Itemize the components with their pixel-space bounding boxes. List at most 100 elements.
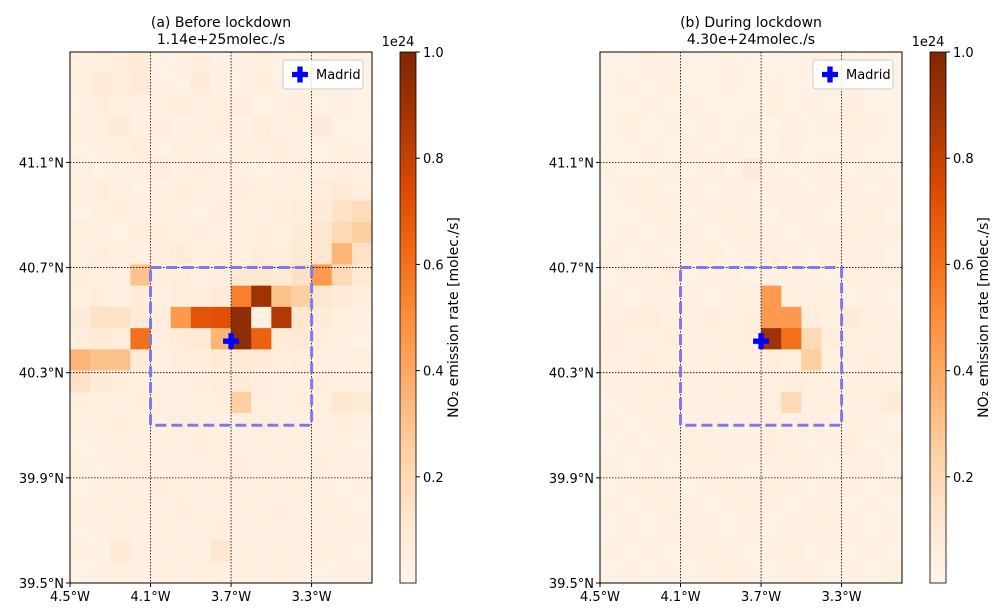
- heatmap-cell: [700, 498, 722, 520]
- heatmap-cell: [70, 264, 91, 286]
- heatmap-cell: [150, 328, 171, 350]
- heatmap-cell: [821, 264, 842, 286]
- heatmap-cell: [640, 73, 661, 95]
- heatmap-cell: [70, 540, 91, 563]
- chart-title: (b) During lockdown: [680, 15, 822, 31]
- heatmap-cell: [70, 158, 91, 180]
- heatmap-cell: [70, 455, 91, 478]
- heatmap-cell: [210, 285, 232, 308]
- heatmap-cell: [801, 179, 822, 201]
- heatmap-cell: [70, 561, 91, 584]
- heatmap-cell: [150, 540, 171, 563]
- heatmap-cell: [700, 179, 722, 201]
- heatmap-cell: [170, 455, 192, 478]
- heatmap-cell: [660, 413, 681, 435]
- heatmap-cell: [881, 264, 903, 286]
- heatmap-cell: [781, 136, 802, 159]
- heatmap-cell: [351, 264, 373, 286]
- heatmap-cell: [231, 306, 252, 329]
- heatmap-cell: [821, 370, 842, 393]
- heatmap-cell: [600, 498, 621, 520]
- heatmap-cell: [170, 349, 192, 371]
- heatmap-cell: [600, 243, 621, 265]
- heatmap-cell: [110, 94, 131, 117]
- heatmap-cell: [781, 264, 802, 286]
- heatmap-cell: [110, 285, 131, 308]
- colorbar-offset: 1e24: [382, 35, 415, 50]
- heatmap-cell: [620, 434, 641, 456]
- heatmap-cell: [291, 391, 312, 414]
- heatmap-cell: [130, 221, 151, 244]
- heatmap-cell: [130, 264, 151, 286]
- heatmap-cell: [881, 498, 903, 520]
- heatmap-cell: [90, 391, 111, 414]
- heatmap-cell: [600, 158, 621, 180]
- heatmap-cell: [351, 115, 373, 138]
- heatmap-cell: [90, 264, 111, 286]
- heatmap-cell: [600, 179, 621, 201]
- heatmap-cell: [841, 158, 863, 180]
- heatmap-cell: [841, 519, 863, 541]
- heatmap-cell: [861, 221, 883, 244]
- heatmap-cell: [291, 519, 312, 541]
- heatmap-cell: [331, 328, 353, 350]
- heatmap-cell: [331, 264, 353, 286]
- heatmap-cell: [700, 540, 722, 563]
- heatmap-cell: [90, 561, 111, 584]
- heatmap-cell: [311, 540, 333, 563]
- heatmap-cell: [70, 370, 91, 393]
- heatmap-cell: [761, 243, 782, 265]
- heatmap-cell: [801, 519, 822, 541]
- heatmap-cell: [720, 115, 742, 138]
- heatmap-cell: [70, 221, 91, 244]
- heatmap-cell: [821, 243, 842, 265]
- heatmap-cell: [761, 306, 782, 329]
- heatmap-cell: [271, 264, 292, 286]
- heatmap-cell: [150, 179, 171, 201]
- heatmap-cell: [190, 434, 212, 456]
- heatmap-cell: [70, 413, 91, 435]
- heatmap-cell: [720, 349, 742, 371]
- heatmap-cell: [170, 200, 192, 223]
- heatmap-cell: [150, 434, 171, 456]
- heatmap-cell: [841, 264, 863, 286]
- heatmap-cell: [271, 540, 292, 563]
- heatmap-cell: [821, 498, 842, 520]
- heatmap-cell: [861, 264, 883, 286]
- heatmap-cell: [861, 349, 883, 371]
- heatmap-cell: [600, 200, 621, 223]
- heatmap-cell: [821, 434, 842, 456]
- heatmap-cell: [640, 115, 661, 138]
- colorbar-tick-label: 0.2: [423, 471, 444, 486]
- heatmap-cell: [271, 349, 292, 371]
- y-tick-label: 40.7°N: [549, 262, 594, 277]
- heatmap-cell: [150, 52, 171, 74]
- heatmap-cell: [311, 243, 333, 265]
- colorbar-offset: 1e24: [912, 35, 945, 50]
- heatmap-cell: [190, 179, 212, 201]
- heatmap-cell: [291, 285, 312, 308]
- heatmap-cell: [861, 94, 883, 117]
- heatmap-cell: [271, 200, 292, 223]
- colorbar-tick-label: 0.4: [953, 365, 974, 380]
- heatmap-cell: [801, 158, 822, 180]
- heatmap-cell: [720, 52, 742, 74]
- heatmap-cell: [190, 306, 212, 329]
- heatmap-cell: [781, 158, 802, 180]
- heatmap-cell: [311, 455, 333, 478]
- heatmap-cell: [841, 94, 863, 117]
- heatmap-cell: [640, 434, 661, 456]
- heatmap-cell: [331, 434, 353, 456]
- heatmap-cell: [781, 115, 802, 138]
- heatmap-cell: [680, 561, 701, 584]
- heatmap-cell: [620, 349, 641, 371]
- panel: Madrid 4.5°W 4.1°W 3.7°W 3.3°W 39.5°N 39.9°N 40…: [549, 15, 992, 605]
- heatmap-cell: [90, 328, 111, 350]
- heatmap-cell: [351, 413, 373, 435]
- heatmap-cell: [600, 94, 621, 117]
- heatmap-cell: [251, 434, 272, 456]
- heatmap-cell: [660, 391, 681, 414]
- heatmap-cell: [640, 136, 661, 159]
- heatmap-cell: [821, 285, 842, 308]
- heatmap-cell: [90, 94, 111, 117]
